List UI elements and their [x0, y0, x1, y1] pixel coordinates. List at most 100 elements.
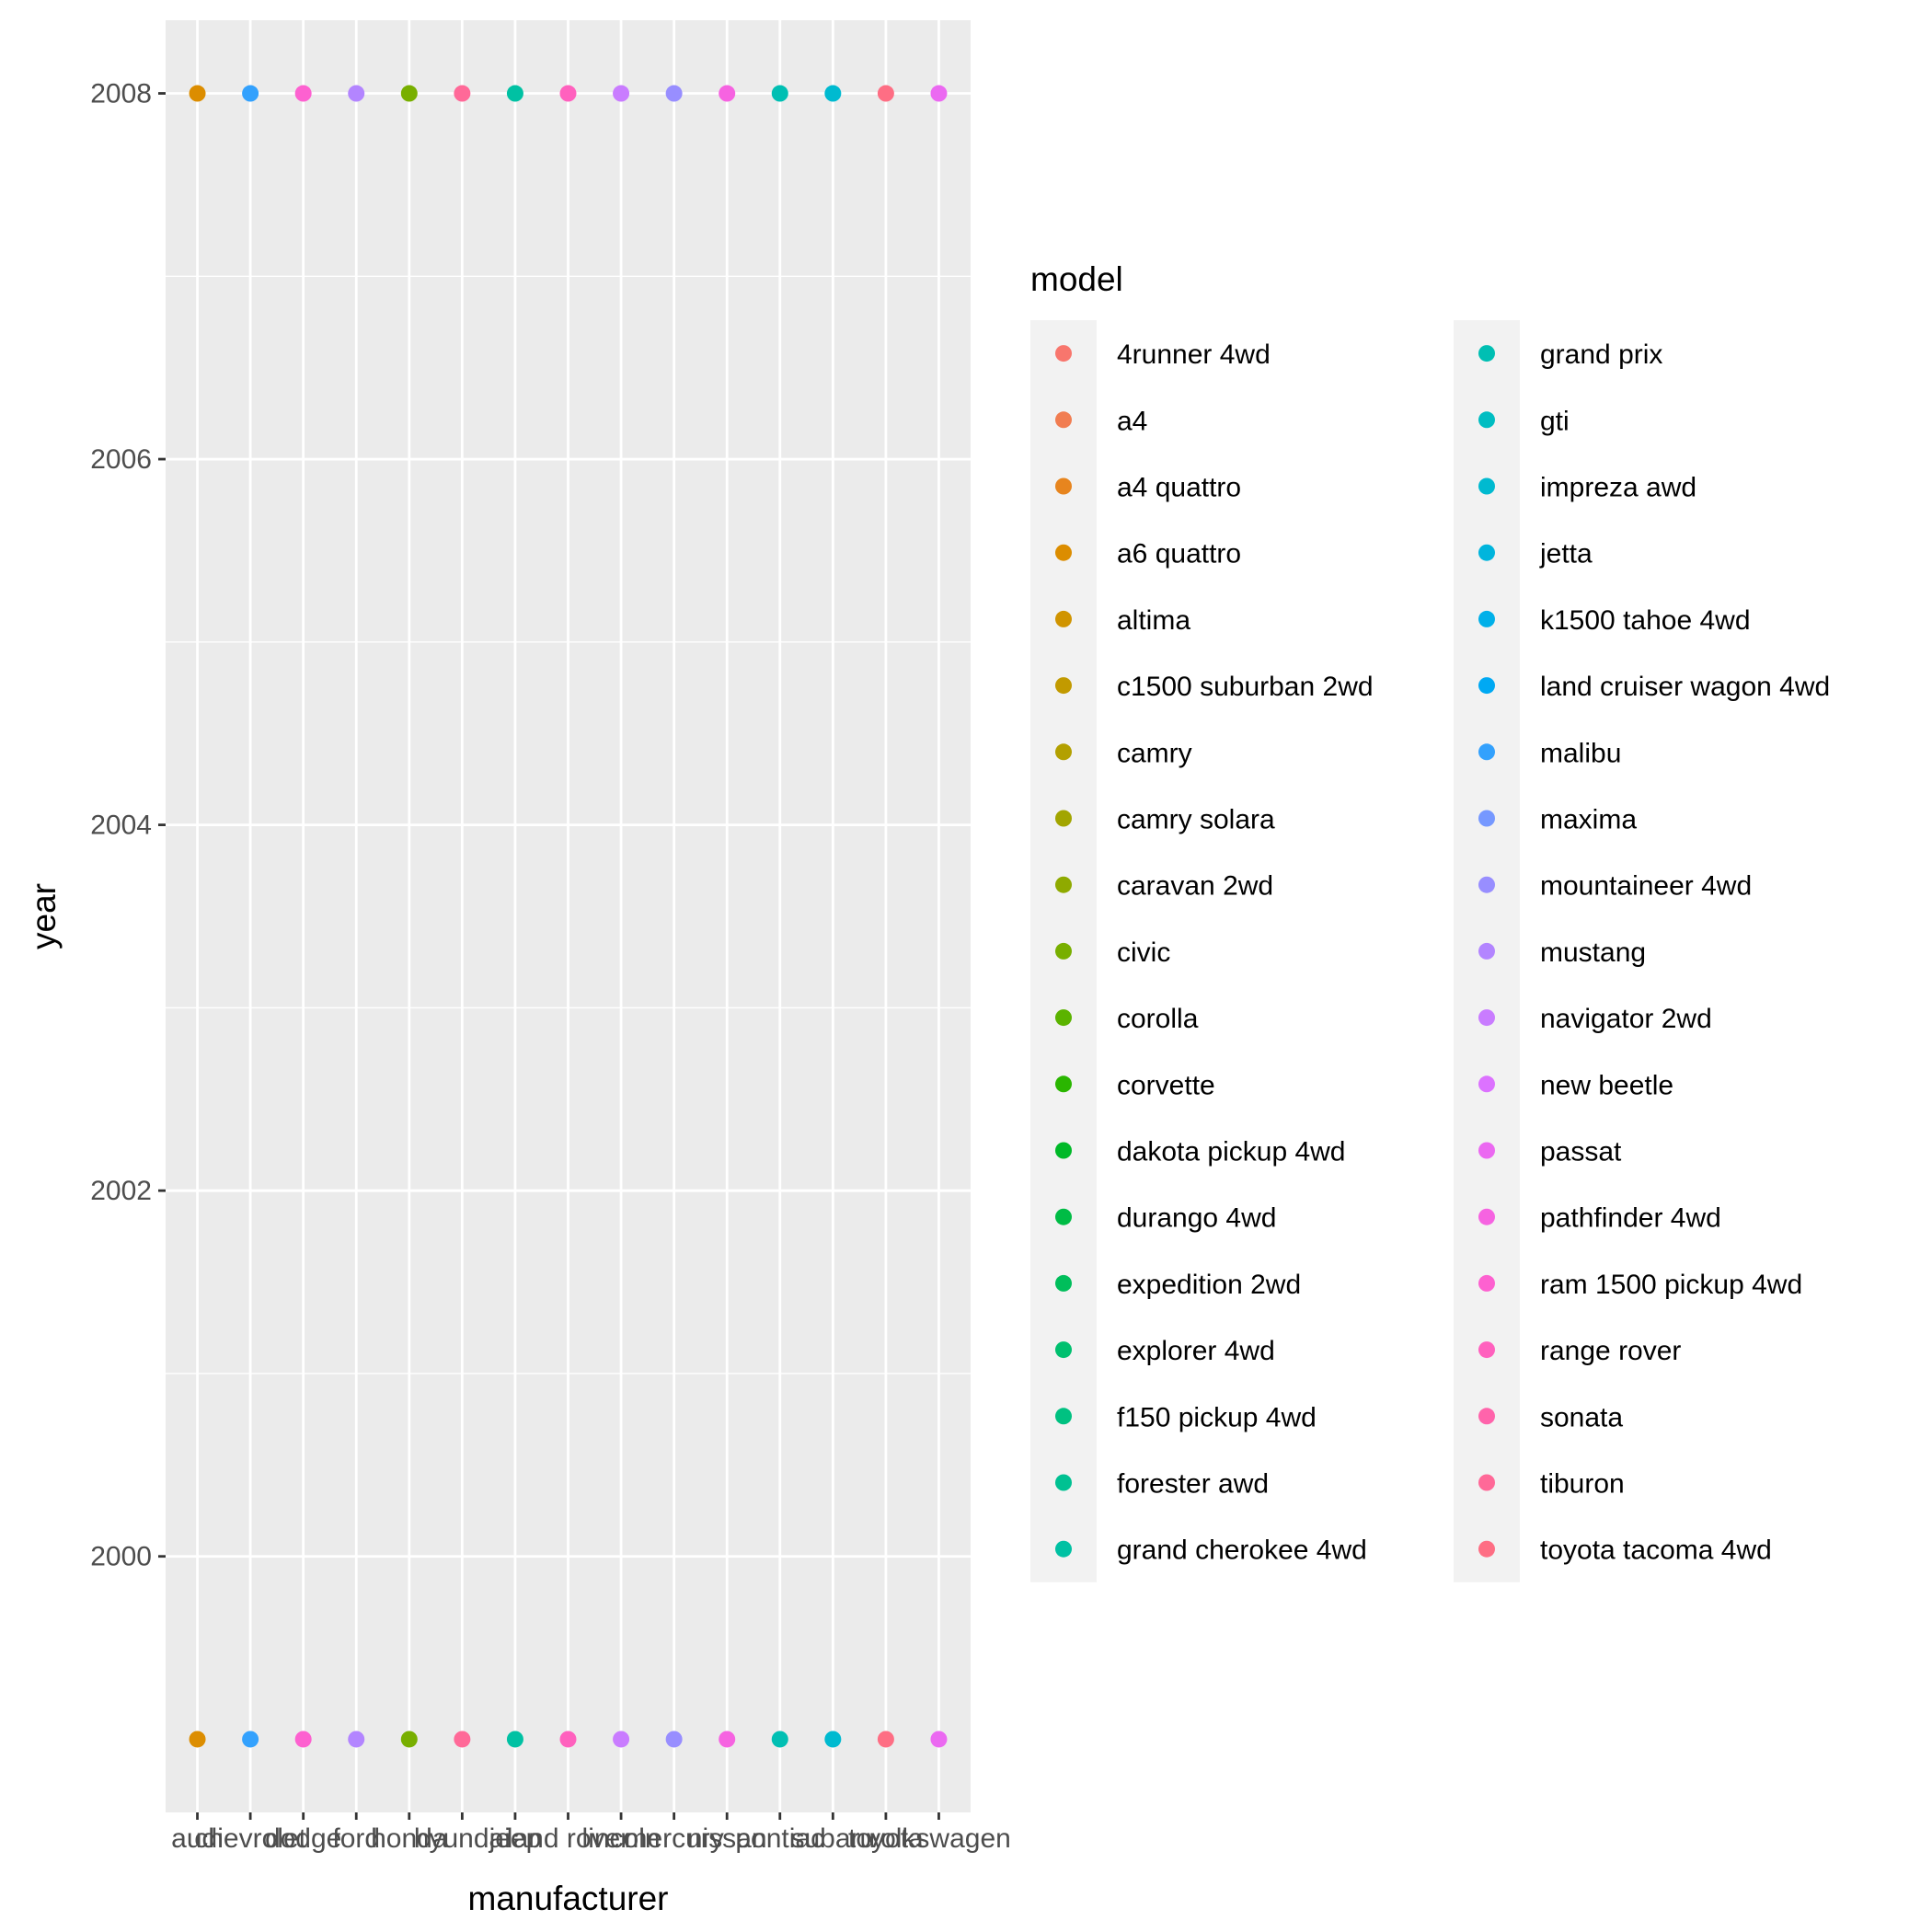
- x-tick-label: chevrolet: [194, 1823, 306, 1854]
- legend-label: 4runner 4wd: [1117, 339, 1271, 370]
- legend-key: [1478, 1274, 1495, 1292]
- data-point: [613, 1731, 630, 1748]
- legend-label: civic: [1117, 937, 1170, 968]
- legend-label: a4: [1117, 406, 1147, 436]
- data-point: [189, 85, 206, 102]
- legend-key: [1478, 544, 1495, 561]
- data-point: [242, 85, 259, 102]
- data-point: [242, 1731, 259, 1748]
- data-point: [877, 85, 894, 102]
- legend-label: altima: [1117, 605, 1190, 636]
- x-tick-label: nissan: [687, 1823, 767, 1854]
- legend-label: maxima: [1540, 805, 1637, 835]
- legend-label: toyota tacoma 4wd: [1540, 1535, 1772, 1566]
- legend-key: [1055, 1208, 1072, 1225]
- legend-label: navigator 2wd: [1540, 1004, 1712, 1034]
- data-point: [613, 85, 630, 102]
- data-point: [454, 1731, 471, 1748]
- data-point: [506, 1731, 523, 1748]
- legend-key: [1055, 1540, 1072, 1558]
- data-point: [719, 1731, 736, 1748]
- legend-label: gti: [1540, 406, 1570, 436]
- data-point: [348, 1731, 365, 1748]
- legend-key: [1055, 1274, 1072, 1292]
- legend-label: a4 quattro: [1117, 473, 1241, 503]
- legend-key: [1478, 876, 1495, 893]
- legend-key: [1478, 610, 1495, 627]
- legend-key: [1478, 743, 1495, 761]
- data-point: [294, 1731, 312, 1748]
- legend-key: [1478, 1142, 1495, 1159]
- data-point: [665, 85, 683, 102]
- legend-key: [1055, 544, 1072, 561]
- legend-label: tiburon: [1540, 1469, 1625, 1500]
- legend-label: sonata: [1540, 1402, 1623, 1432]
- legend-label: range rover: [1540, 1336, 1681, 1366]
- legend-key: [1478, 1208, 1495, 1225]
- legend-key: [1055, 610, 1072, 627]
- data-point: [400, 1731, 418, 1748]
- x-tick-label: subaru: [790, 1823, 875, 1854]
- legend-key: [1478, 1341, 1495, 1359]
- legend-key: [1478, 677, 1495, 695]
- legend-title: model: [1030, 260, 1123, 298]
- legend-label: k1500 tahoe 4wd: [1540, 605, 1751, 636]
- legend-key: [1055, 1075, 1072, 1093]
- legend-label: land cruiser wagon 4wd: [1540, 672, 1830, 702]
- legend-label: corolla: [1117, 1004, 1199, 1034]
- data-point: [454, 85, 471, 102]
- y-tick-label: 2002: [90, 1176, 152, 1206]
- data-point: [930, 85, 948, 102]
- x-axis-label: manufacturer: [468, 1880, 669, 1917]
- legend-label: impreza awd: [1540, 473, 1696, 503]
- data-point: [189, 1731, 206, 1748]
- legend-key: [1055, 1009, 1072, 1027]
- legend-key: [1478, 1408, 1495, 1425]
- data-point: [930, 1731, 948, 1748]
- legend-key: [1055, 743, 1072, 761]
- x-tick-label: mercury: [624, 1823, 723, 1854]
- x-axis: audichevroletdodgefordhondahyundaijeepla…: [171, 1812, 1011, 1854]
- legend-key: [1478, 345, 1495, 362]
- data-point: [559, 85, 577, 102]
- major-gridlines: [166, 20, 971, 1812]
- legend-label: forester awd: [1117, 1469, 1269, 1500]
- x-tick-label: lincoln: [582, 1823, 661, 1854]
- legend-key: [1478, 942, 1495, 960]
- legend-key: [1055, 1341, 1072, 1359]
- data-point: [348, 85, 365, 102]
- y-axis: 2000 2002 2004 2006 2008: [90, 79, 166, 1572]
- x-tick-label: pontiac: [735, 1823, 824, 1854]
- x-tick-label: hyundai: [414, 1823, 511, 1854]
- legend-key: [1478, 1540, 1495, 1558]
- y-tick-label: 2000: [90, 1542, 152, 1572]
- legend-key: [1478, 411, 1495, 429]
- data-point: [559, 1731, 577, 1748]
- data-point: [771, 1731, 788, 1748]
- legend-key: [1055, 1408, 1072, 1425]
- legend-key: [1055, 677, 1072, 695]
- legend-label: new beetle: [1540, 1070, 1673, 1100]
- y-tick-label: 2004: [90, 811, 152, 841]
- x-tick-label: ford: [332, 1823, 380, 1854]
- y-axis-label: year: [25, 883, 63, 949]
- legend-key: [1055, 411, 1072, 429]
- legend-label: jetta: [1539, 539, 1593, 569]
- data-point: [506, 85, 523, 102]
- data-point: [294, 85, 312, 102]
- legend-items: 4runner 4wd a4 a4 quattro a6 quattro altima c…: [1030, 320, 1830, 1582]
- legend-label: malibu: [1540, 738, 1621, 768]
- data-point: [877, 1731, 894, 1748]
- legend-key: [1055, 942, 1072, 960]
- data-points: [189, 85, 948, 1748]
- legend-label: caravan 2wd: [1117, 871, 1273, 902]
- legend-key: [1055, 810, 1072, 827]
- legend-key: [1055, 477, 1072, 495]
- legend-label: passat: [1540, 1137, 1622, 1167]
- data-point: [719, 85, 736, 102]
- legend-key: [1055, 1474, 1072, 1491]
- x-tick-label: dodge: [265, 1823, 341, 1854]
- legend-label: camry: [1117, 738, 1192, 768]
- legend-label: mountaineer 4wd: [1540, 871, 1752, 902]
